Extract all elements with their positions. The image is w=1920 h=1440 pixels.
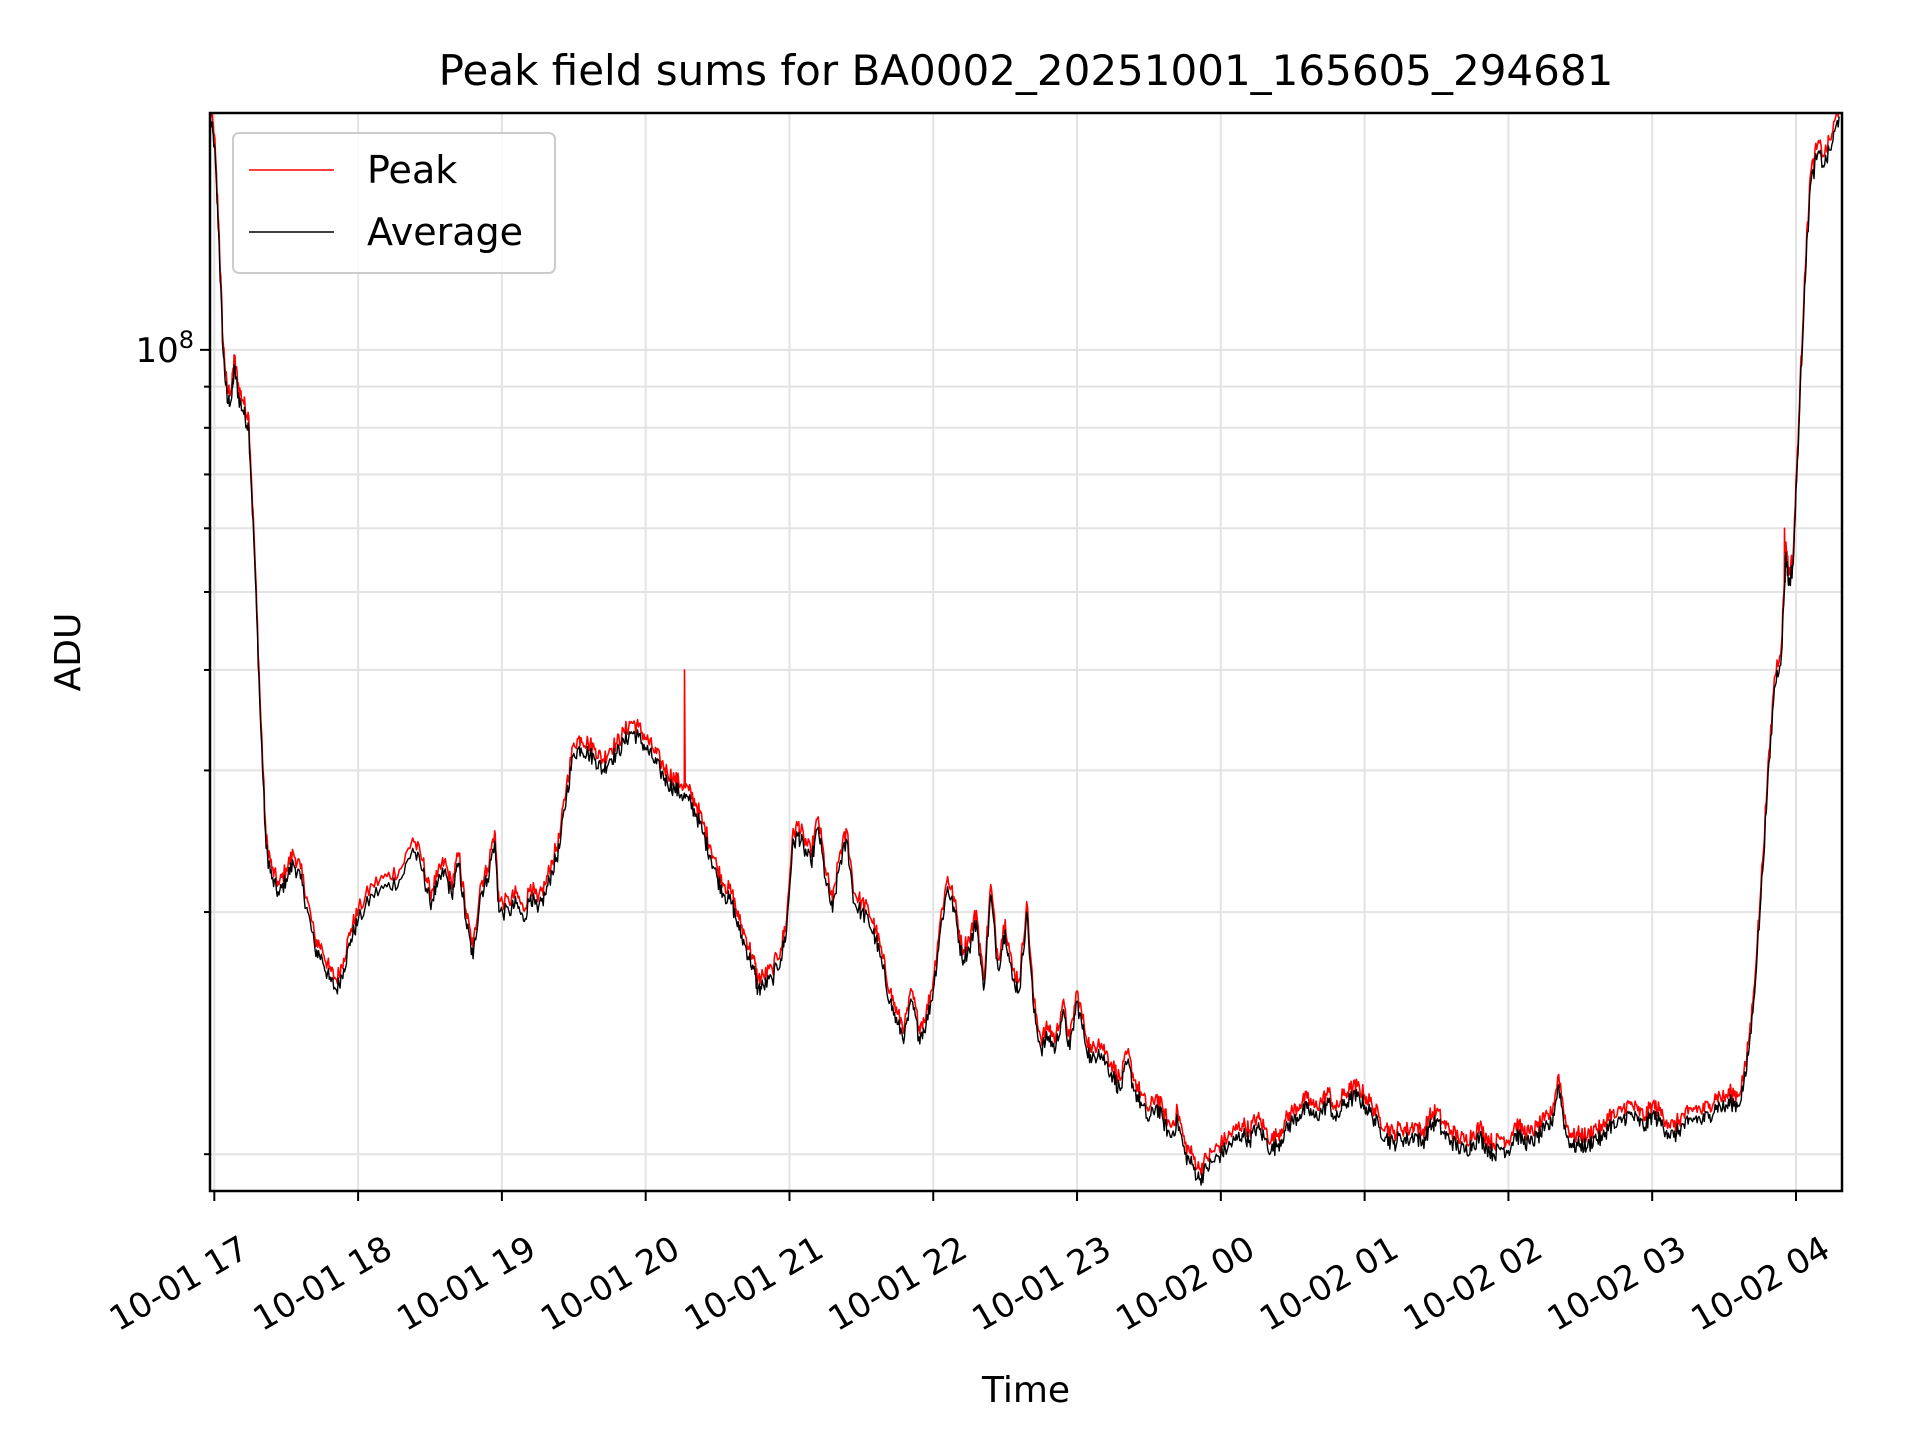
x-tick-label: 10-02 03 (1541, 1228, 1693, 1339)
series-peak-line (210, 113, 1840, 1176)
x-tick-label: 10-01 17 (103, 1228, 255, 1339)
x-tick-label: 10-02 00 (1109, 1228, 1261, 1339)
x-tick-label: 10-02 01 (1253, 1228, 1405, 1339)
legend-box (232, 132, 556, 274)
y-tick-label: 108 (135, 326, 194, 371)
x-tick-label: 10-01 22 (822, 1228, 974, 1339)
plot-frame (208, 111, 1844, 1193)
series-average-line (210, 116, 1840, 1186)
chart-title: Peak field sums for BA0002_20251001_1656… (439, 46, 1614, 95)
x-axis-label: Time (981, 1370, 1070, 1411)
x-tick-label: 10-01 21 (678, 1228, 830, 1339)
legend: Peak Average (232, 132, 556, 274)
x-tick-label: 10-01 19 (390, 1228, 542, 1339)
x-tick-label: 10-01 23 (966, 1228, 1118, 1339)
y-axis-label: ADU (48, 613, 89, 692)
x-tick-label: 10-02 02 (1397, 1228, 1549, 1339)
legend-peak-label: Peak (367, 148, 457, 192)
series-layer (210, 113, 1840, 1186)
x-tick-label: 10-02 04 (1684, 1228, 1836, 1339)
legend-average-label: Average (367, 210, 523, 254)
grid-layer (210, 113, 1842, 1191)
x-tick-label: 10-01 20 (534, 1228, 686, 1339)
x-tick-label: 10-01 18 (247, 1228, 399, 1339)
